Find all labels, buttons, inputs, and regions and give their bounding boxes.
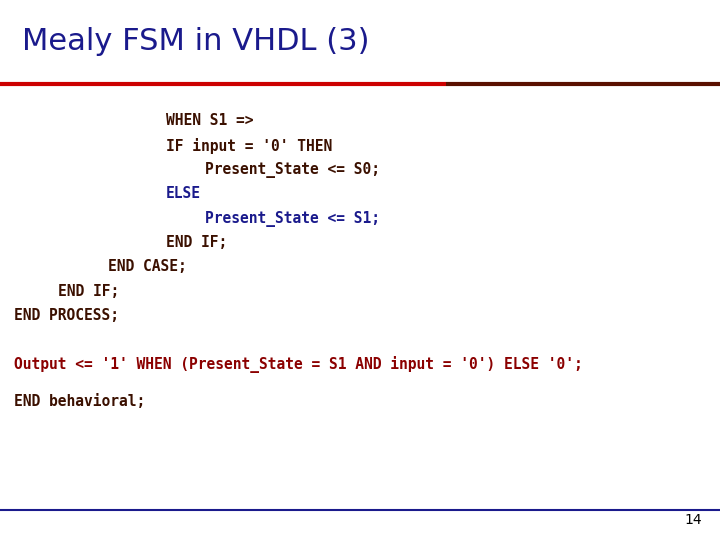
Text: Present_State <= S0;: Present_State <= S0; — [205, 162, 380, 178]
Text: END PROCESS;: END PROCESS; — [14, 308, 120, 323]
Text: IF input = '0' THEN: IF input = '0' THEN — [166, 138, 332, 154]
Text: END CASE;: END CASE; — [108, 259, 186, 274]
Text: Mealy FSM in VHDL (3): Mealy FSM in VHDL (3) — [22, 27, 369, 56]
Text: END behavioral;: END behavioral; — [14, 394, 145, 409]
Text: END IF;: END IF; — [166, 235, 227, 250]
Text: ELSE: ELSE — [166, 186, 201, 201]
Text: 14: 14 — [685, 512, 702, 526]
Text: Output <= '1' WHEN (Present_State = S1 AND input = '0') ELSE '0';: Output <= '1' WHEN (Present_State = S1 A… — [14, 356, 583, 373]
Text: WHEN S1 =>: WHEN S1 => — [166, 113, 253, 129]
Text: END IF;: END IF; — [58, 284, 119, 299]
Text: Present_State <= S1;: Present_State <= S1; — [205, 211, 380, 227]
